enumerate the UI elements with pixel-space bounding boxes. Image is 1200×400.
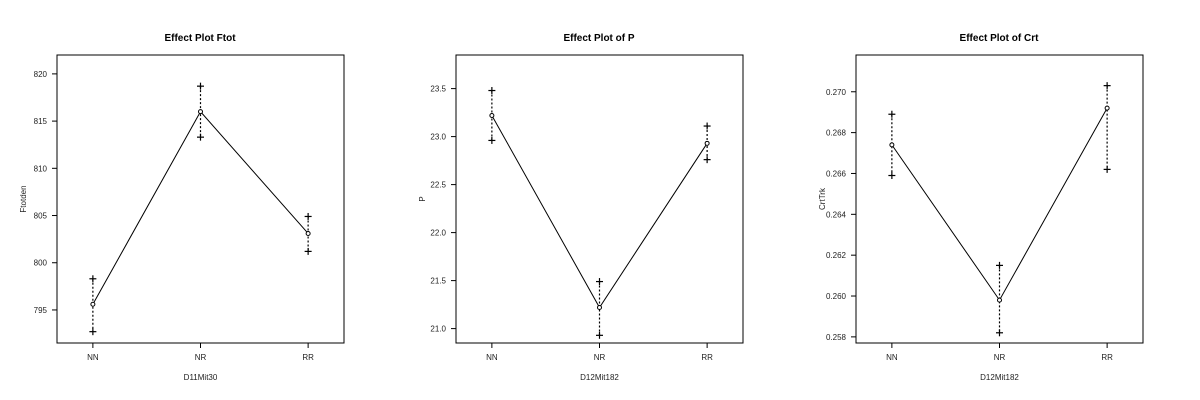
chart-title: Effect Plot of Crt <box>960 33 1040 44</box>
plot-frame <box>455 54 744 344</box>
ci-bound-marker <box>488 136 496 144</box>
y-tick-label: 0.266 <box>826 169 847 178</box>
effect-point <box>90 301 96 307</box>
y-tick-label: 0.264 <box>826 210 847 219</box>
y-tick-label: 22.0 <box>430 229 446 238</box>
x-tick-label: NR <box>994 353 1006 362</box>
y-tick-label: 805 <box>34 212 48 221</box>
ci-bound-marker <box>596 278 603 286</box>
x-tick-label: NN <box>87 353 99 362</box>
y-axis-label: Ftotden <box>19 185 28 212</box>
ci-bound-marker <box>89 275 97 283</box>
x-axis-label: D11Mit30 <box>184 373 218 382</box>
effect-plot-panel: Effect Plot of P 21.0 21.5 22.0 22.5 23.0 23.5… <box>418 33 744 382</box>
x-tick-label: NN <box>486 353 498 362</box>
ci-bound-marker <box>703 156 711 164</box>
ci-bound-marker <box>197 133 204 141</box>
y-tick-label: 0.260 <box>826 292 847 301</box>
y-tick-label: 810 <box>34 164 48 173</box>
x-tick-label: RR <box>302 353 314 362</box>
y-tick-label: 23.0 <box>430 133 446 142</box>
ci-bound-marker <box>488 87 496 95</box>
y-tick-label: 815 <box>34 117 48 126</box>
x-tick-label: NR <box>195 353 207 362</box>
y-tick-label: 22.5 <box>430 181 446 190</box>
x-tick-label: NN <box>886 353 898 362</box>
chart-title: Effect Plot Ftot <box>164 33 236 44</box>
effect-point <box>997 297 1002 303</box>
ci-bound-marker <box>304 247 312 255</box>
y-axis-label: P <box>418 196 427 201</box>
y-tick-label: 0.270 <box>826 88 847 97</box>
ci-bound-marker <box>996 261 1003 269</box>
y-tick-label: 0.262 <box>826 251 847 260</box>
y-tick-label: 21.5 <box>430 277 446 286</box>
x-tick-label: RR <box>1101 353 1113 362</box>
effect-plot-panel: Effect Plot of Crt 0.258 0.260 0.262 0.264 0.… <box>818 33 1144 382</box>
ci-bound-marker <box>197 82 204 90</box>
ci-bound-marker <box>1103 82 1111 90</box>
y-tick-label: 820 <box>34 70 48 79</box>
effect-plot-panel: Effect Plot Ftot 795 800 805 810 815 820 NN NR RR… <box>19 33 345 382</box>
y-tick-label: 23.5 <box>430 85 446 94</box>
effect-point <box>489 112 495 118</box>
ci-bound-marker <box>304 212 312 220</box>
effect-point <box>198 109 203 115</box>
effect-point <box>597 304 602 310</box>
ci-bound-marker <box>888 110 896 118</box>
ci-bound-marker <box>1103 165 1111 173</box>
chart-title: Effect Plot of P <box>563 33 634 44</box>
ci-bound-marker <box>888 172 896 180</box>
y-tick-label: 21.0 <box>430 325 446 334</box>
x-tick-label: NR <box>594 353 606 362</box>
y-tick-label: 795 <box>34 306 48 315</box>
y-tick-label: 0.258 <box>826 333 847 342</box>
ci-bound-marker <box>703 122 711 130</box>
x-axis-label: D12Mit182 <box>980 373 1019 382</box>
effect-point <box>1104 105 1110 111</box>
ci-bound-marker <box>89 328 97 336</box>
y-tick-label: 0.268 <box>826 129 847 138</box>
ci-bound-marker <box>996 329 1003 337</box>
effect-point <box>305 230 311 236</box>
y-tick-label: 800 <box>34 259 48 268</box>
x-axis-label: D12Mit182 <box>580 373 619 382</box>
ci-bound-marker <box>596 331 603 339</box>
y-axis-label: CrtTrk <box>818 187 827 210</box>
x-tick-label: RR <box>701 353 713 362</box>
effect-point <box>889 142 895 148</box>
effect-point <box>704 140 710 146</box>
